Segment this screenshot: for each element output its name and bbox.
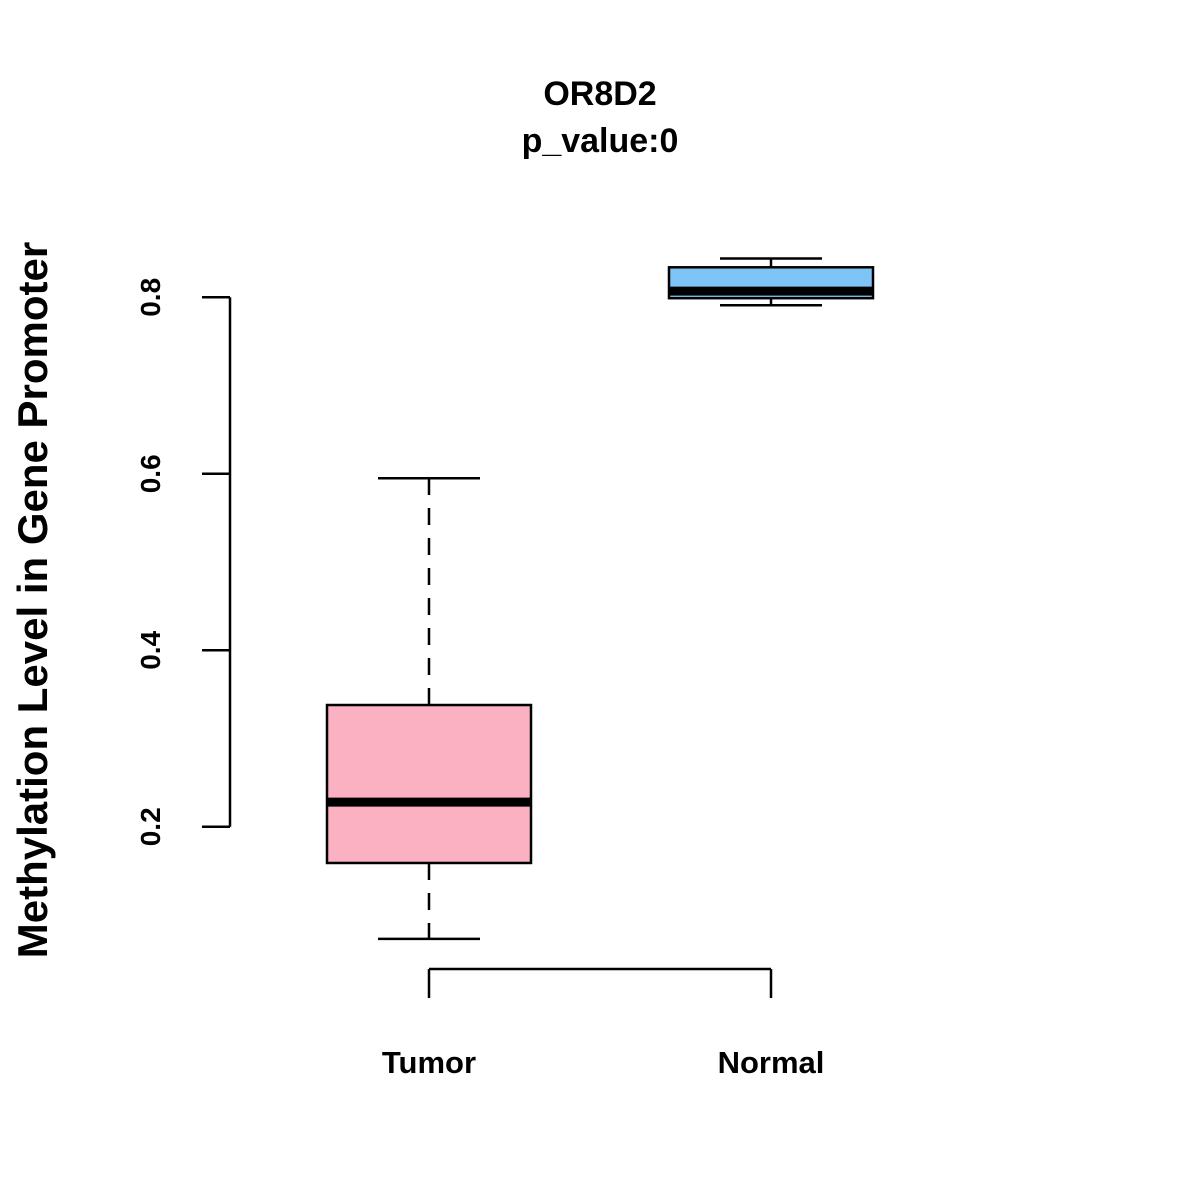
chart-subtitle: p_value:0 [522,122,679,160]
y-tick-label: 0.6 [135,454,166,493]
chart-title: OR8D2 [543,75,656,113]
y-axis-label: Methylation Level in Gene Promoter [9,242,56,958]
tumor-box [325,703,533,865]
y-tick-label: 0.4 [135,630,166,669]
x-tick-label: Normal [718,1045,825,1080]
y-tick-label: 0.2 [135,807,166,846]
plot-area: 0.2 0.4 0.6 0.8 Tumor Normal [135,257,875,1080]
y-tick-label: 0.8 [135,278,166,317]
x-tick-label: Tumor [382,1045,476,1080]
